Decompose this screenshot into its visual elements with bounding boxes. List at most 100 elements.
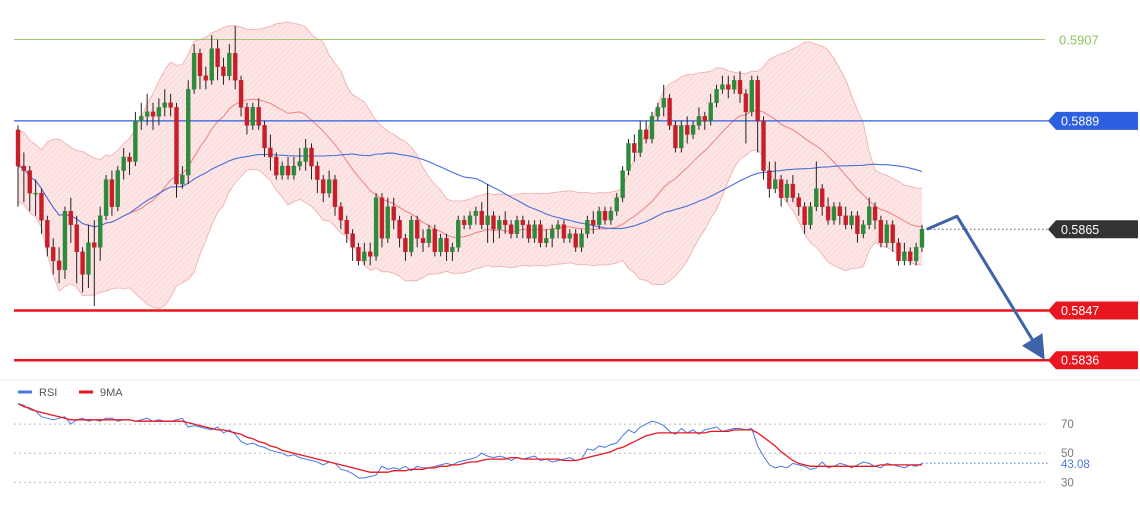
candle-body bbox=[497, 220, 502, 230]
candle-body bbox=[579, 233, 584, 248]
candle-body bbox=[274, 156, 279, 176]
price-pane: 0.5907 0.5889 0.5865 0.5847 0.5836 bbox=[14, 21, 1138, 370]
candle-body bbox=[409, 220, 414, 253]
rsi-tick-30: 30 bbox=[1061, 477, 1074, 489]
candle-body bbox=[684, 125, 690, 135]
candle-body bbox=[638, 129, 643, 153]
candle-body bbox=[315, 165, 320, 180]
candle-body bbox=[808, 206, 813, 225]
candle-body bbox=[749, 80, 754, 113]
candle-body bbox=[144, 111, 150, 117]
candle-body bbox=[121, 156, 126, 171]
candle-body bbox=[514, 220, 520, 234]
candle-body bbox=[626, 143, 631, 171]
candle-body bbox=[420, 238, 426, 243]
candle-body bbox=[232, 52, 238, 81]
rsi-legend-label: RSI bbox=[39, 387, 57, 399]
candle-body bbox=[397, 220, 402, 239]
level-tag-3 bbox=[1048, 301, 1138, 320]
candle-body bbox=[473, 210, 479, 216]
candle-body bbox=[866, 206, 872, 225]
candle-body bbox=[796, 197, 801, 207]
level-tag-1 bbox=[1048, 111, 1138, 130]
candle-body bbox=[33, 192, 38, 195]
candle-body bbox=[773, 179, 778, 189]
candle-body bbox=[133, 120, 138, 162]
level-tag-2 bbox=[1048, 220, 1138, 239]
candle-body bbox=[74, 224, 79, 253]
bollinger-upper-line bbox=[17, 21, 923, 202]
rsi-pane: RSI 9MA 70 50 30 43.08 bbox=[0, 379, 1140, 489]
candle-body bbox=[743, 93, 749, 113]
rsi-line bbox=[17, 403, 923, 479]
candle-body bbox=[761, 120, 766, 171]
level-label-0: 0.5907 bbox=[1059, 33, 1099, 48]
level-label-3: 0.5847 bbox=[1061, 304, 1099, 318]
candle-body bbox=[127, 156, 132, 162]
candle-body bbox=[602, 210, 608, 221]
candle-body bbox=[667, 98, 672, 126]
rsi-current-value: 43.08 bbox=[1061, 459, 1090, 471]
candle-body bbox=[561, 224, 567, 239]
candle-body bbox=[878, 220, 884, 243]
candle-body bbox=[855, 215, 860, 234]
candle-body bbox=[503, 220, 508, 225]
candle-body bbox=[139, 116, 144, 122]
candle-body bbox=[303, 147, 308, 162]
candle-body bbox=[649, 116, 655, 140]
candle-body bbox=[227, 52, 232, 76]
candle-body bbox=[97, 215, 103, 248]
candle-body bbox=[696, 116, 702, 126]
candle-body bbox=[51, 247, 56, 262]
candle-body bbox=[673, 125, 678, 149]
candle-body bbox=[86, 242, 91, 275]
candle-body bbox=[614, 197, 619, 212]
candle-body bbox=[379, 197, 385, 239]
candle-body bbox=[532, 224, 537, 239]
candle-body bbox=[80, 251, 85, 275]
candle-body bbox=[203, 75, 209, 81]
rsi-legend: RSI 9MA bbox=[18, 387, 123, 399]
candle-body bbox=[896, 242, 901, 262]
candle-body bbox=[297, 161, 302, 167]
candle-body bbox=[913, 247, 919, 262]
candle-body bbox=[643, 129, 649, 140]
candle-body bbox=[485, 215, 490, 225]
candle-body bbox=[702, 116, 708, 122]
candle-body bbox=[726, 84, 731, 90]
candle-body bbox=[27, 170, 32, 194]
candle-body bbox=[831, 206, 837, 221]
candle-body bbox=[244, 107, 250, 126]
candle-body bbox=[620, 170, 625, 198]
rsi-lines-layer bbox=[17, 403, 923, 479]
candle-body bbox=[526, 224, 531, 239]
candle-body bbox=[538, 224, 543, 243]
candle-body bbox=[215, 48, 220, 67]
candle-body bbox=[491, 215, 496, 230]
rsi-gridlines: 70 50 30 bbox=[14, 419, 1074, 489]
ma-legend-label: 9MA bbox=[100, 387, 123, 399]
candle-body bbox=[414, 220, 420, 239]
candle-body bbox=[755, 80, 760, 122]
candle-body bbox=[544, 238, 549, 243]
candle-body bbox=[479, 210, 484, 225]
candle-body bbox=[438, 238, 443, 253]
candle-body bbox=[21, 165, 27, 171]
candle-body bbox=[731, 80, 737, 90]
candle-body bbox=[467, 215, 473, 225]
candle-body bbox=[350, 233, 355, 248]
price-tags-layer: 0.5907 0.5889 0.5865 0.5847 0.5836 bbox=[1048, 33, 1138, 370]
candle-body bbox=[150, 111, 156, 117]
candle-body bbox=[720, 84, 725, 90]
candle-body bbox=[109, 179, 115, 207]
candle-body bbox=[45, 220, 50, 248]
candle-body bbox=[737, 80, 743, 94]
candle-body bbox=[508, 224, 514, 234]
candle-body bbox=[56, 260, 62, 271]
candle-body bbox=[608, 210, 614, 221]
candle-body bbox=[174, 107, 179, 185]
candle-body bbox=[714, 89, 719, 104]
candle-body bbox=[820, 188, 825, 207]
